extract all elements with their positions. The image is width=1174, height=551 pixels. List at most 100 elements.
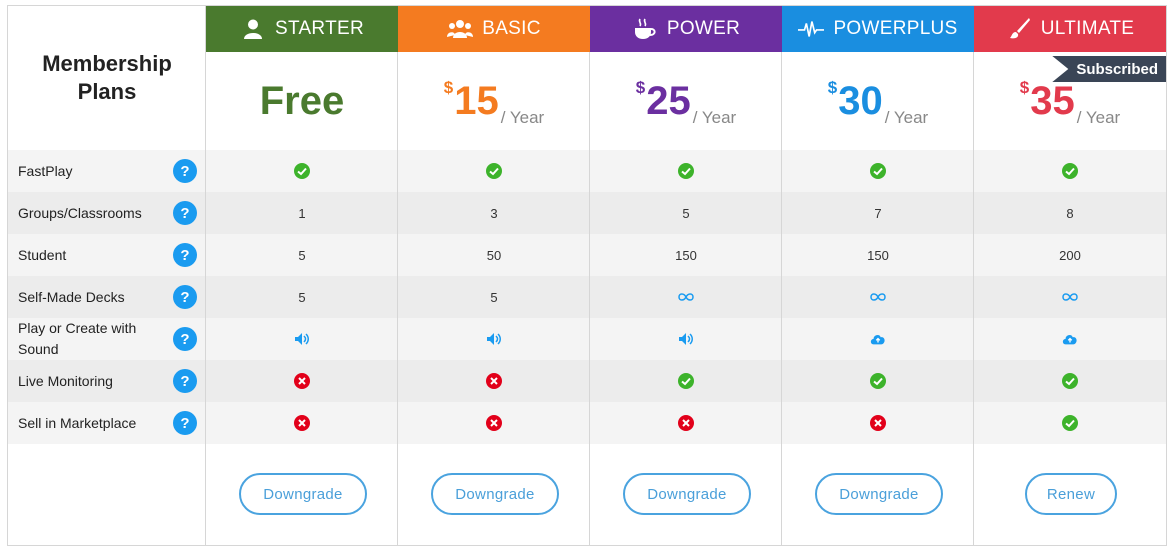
feature-value: 7: [874, 205, 882, 221]
feature-value: [974, 402, 1166, 444]
membership-title: Membership Plans: [8, 6, 206, 150]
membership-table: Membership Plans FastPlay? Groups/Classroo…: [7, 5, 1167, 546]
plan-price: $15/ Year: [398, 52, 590, 150]
feature-value: 5: [490, 289, 498, 305]
price-period: / Year: [692, 108, 737, 127]
sound-icon: [486, 331, 502, 347]
group-icon: [447, 16, 474, 42]
plan-price: Free: [206, 52, 398, 150]
cross-icon: [294, 373, 310, 389]
feature-label: Live Monitoring: [18, 372, 113, 389]
feature-value: 1: [298, 205, 306, 221]
feature-value: [782, 402, 974, 444]
price-currency: $: [635, 78, 646, 97]
sound-icon: [678, 331, 694, 347]
help-icon[interactable]: ?: [173, 411, 197, 435]
feature-value: [398, 318, 590, 360]
feature-row: FastPlay?: [8, 150, 1166, 192]
help-icon[interactable]: ?: [173, 327, 197, 351]
plan-header-ultimate: ULTIMATE: [974, 6, 1166, 52]
feature-label: Self-Made Decks: [18, 288, 125, 305]
plan-header-powerplus: POWERPLUS: [782, 6, 974, 52]
pulse-icon: [798, 16, 825, 42]
check-icon: [1062, 373, 1078, 389]
plan-price: $30/ Year: [782, 52, 974, 150]
feature-label: Sell in Marketplace: [18, 414, 137, 431]
renew-button[interactable]: Renew: [1025, 473, 1117, 515]
downgrade-button[interactable]: Downgrade: [815, 473, 943, 515]
downgrade-button[interactable]: Downgrade: [239, 473, 367, 515]
subscribed-badge: Subscribed: [1052, 56, 1166, 82]
price-period: / Year: [500, 108, 545, 127]
downgrade-button[interactable]: Downgrade: [623, 473, 751, 515]
feature-value: [206, 150, 398, 192]
feature-value: [782, 150, 974, 192]
help-icon[interactable]: ?: [173, 369, 197, 393]
price-currency: $: [827, 78, 838, 97]
feature-value: 5: [298, 289, 306, 305]
price-period: / Year: [1076, 108, 1121, 127]
feature-value: [590, 318, 782, 360]
feature-value: [590, 360, 782, 402]
column-divider: [781, 6, 782, 545]
column-divider: [397, 6, 398, 545]
help-icon[interactable]: ?: [173, 201, 197, 225]
feature-value: [782, 360, 974, 402]
help-icon[interactable]: ?: [173, 243, 197, 267]
check-icon: [486, 163, 502, 179]
plan-header-starter: STARTER: [206, 6, 398, 52]
check-icon: [678, 373, 694, 389]
cross-icon: [294, 415, 310, 431]
title-line-2: Plans: [77, 79, 137, 104]
feature-row: Sell in Marketplace?: [8, 402, 1166, 444]
cloud-upload-icon: [1062, 331, 1078, 347]
check-icon: [294, 163, 310, 179]
feature-value: [974, 150, 1166, 192]
column-divider: [589, 6, 590, 545]
feature-value: [782, 318, 974, 360]
feature-row: Play or Create with Sound?: [8, 318, 1166, 360]
help-icon[interactable]: ?: [173, 159, 197, 183]
check-icon: [870, 163, 886, 179]
brush-icon: [1006, 16, 1032, 42]
feature-value: [206, 318, 398, 360]
plan-price: $35/ Year: [974, 52, 1166, 150]
feature-value: 5: [682, 205, 690, 221]
feature-value: 50: [486, 247, 502, 263]
feature-value: [590, 276, 782, 318]
feature-label: Student: [18, 246, 67, 263]
feature-value: [974, 360, 1166, 402]
feature-row: Self-Made Decks? 5 5: [8, 276, 1166, 318]
plan-name: STARTER: [274, 18, 365, 39]
infinity-icon: [678, 289, 694, 305]
feature-value: [782, 276, 974, 318]
feature-value: 150: [675, 247, 697, 263]
feature-label: Groups/Classrooms: [18, 204, 142, 221]
price-period: / Year: [884, 108, 929, 127]
help-icon[interactable]: ?: [173, 285, 197, 309]
column-divider: [205, 6, 206, 545]
feature-label: FastPlay: [18, 162, 73, 179]
price-currency: $: [1019, 78, 1030, 97]
plan-name: POWER: [666, 18, 741, 39]
cross-icon: [486, 415, 502, 431]
check-icon: [1062, 415, 1078, 431]
plan-header-power: POWER: [590, 6, 782, 52]
feature-value: [206, 402, 398, 444]
downgrade-button[interactable]: Downgrade: [431, 473, 559, 515]
feature-value: 150: [867, 247, 889, 263]
price-currency: $: [443, 78, 454, 97]
price-amount: 25: [646, 79, 691, 123]
user-icon: [240, 16, 266, 42]
price-amount: 35: [1030, 79, 1075, 123]
feature-value: 3: [490, 205, 498, 221]
feature-value: [974, 276, 1166, 318]
check-icon: [870, 373, 886, 389]
feature-value: [398, 402, 590, 444]
plan-price: $25/ Year: [590, 52, 782, 150]
feature-value: [206, 360, 398, 402]
feature-value: [590, 150, 782, 192]
feature-row: Student? 5 50 150 150 200: [8, 234, 1166, 276]
check-icon: [1062, 163, 1078, 179]
feature-label: Play or Create with Sound: [18, 320, 137, 357]
